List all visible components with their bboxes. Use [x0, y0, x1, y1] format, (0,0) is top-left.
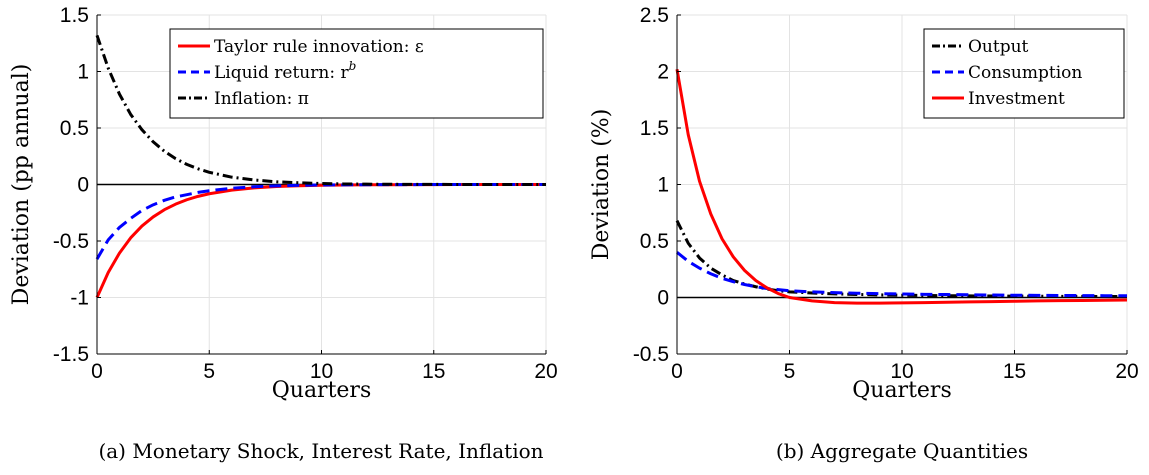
- y-tick-label: 2.5: [640, 4, 669, 27]
- legend-entry: Consumption: [968, 63, 1082, 83]
- x-tick-label: 20: [534, 360, 557, 383]
- y-axis-label: Deviation (%): [589, 109, 614, 261]
- legend: Output Consumption Investment: [923, 28, 1125, 119]
- y-tick-label: 1.5: [640, 117, 669, 140]
- x-tick-label: 15: [1003, 360, 1026, 383]
- x-tick-label: 5: [203, 360, 215, 383]
- chart-panel-b: 0 5 10 15 20-0.500.511.522.5QuartersDeviatio…: [589, 4, 1139, 463]
- legend-box: [923, 28, 1125, 119]
- y-tick-label: -1.5: [53, 343, 89, 366]
- x-tick-label: 10: [310, 360, 333, 383]
- panel-caption: (a) Monetary Shock, Interest Rate, Infla…: [98, 439, 543, 463]
- y-tick-label: 1.5: [60, 4, 89, 27]
- legend-box: [169, 28, 544, 119]
- y-tick-label: 0: [657, 287, 669, 310]
- series-line-2: [95, 183, 546, 260]
- y-tick-label: -1: [70, 287, 89, 310]
- chart-panel-a: 0 5 10 15 20 -1.5 -1 -0.5 0 0.5 1 1.5 Quarters Deviat…: [9, 4, 558, 463]
- x-axis-label: Quarters: [852, 378, 952, 403]
- series-line-2: [676, 251, 1128, 298]
- y-tick-label: 2: [657, 61, 669, 84]
- x-tick-label: 0: [91, 360, 103, 383]
- y-tick-label: 1: [657, 174, 669, 197]
- x-tick-label: 0: [671, 360, 683, 383]
- x-tick-label: 10: [890, 360, 913, 383]
- legend-entry: Liquid return: rb: [214, 59, 356, 83]
- y-tick-label: 0.5: [640, 230, 669, 253]
- y-tick-label: -0.5: [53, 230, 89, 253]
- x-tick-label: 20: [1115, 360, 1138, 383]
- legend-superscript: b: [349, 59, 357, 73]
- legend-entry: Inflation: π: [214, 89, 309, 109]
- panel-caption: (b) Aggregate Quantities: [776, 439, 1028, 463]
- x-tick-label: 15: [422, 360, 445, 383]
- series-line-3: [675, 68, 1128, 305]
- legend-entry: Output: [968, 37, 1029, 57]
- y-tick-label: 0.5: [60, 117, 89, 140]
- y-tick-label: -0.5: [633, 343, 669, 366]
- y-axis-label: Deviation (pp annual): [9, 64, 34, 306]
- series-line-3: [95, 34, 546, 186]
- legend-entry: Taylor rule innovation: ε: [214, 37, 424, 57]
- legend-entry: Investment: [968, 89, 1065, 109]
- y-tick-label: 0: [77, 174, 89, 197]
- x-tick-label: 5: [784, 360, 796, 383]
- y-tick-label: 1: [77, 61, 89, 84]
- x-axis-label: Quarters: [272, 378, 372, 403]
